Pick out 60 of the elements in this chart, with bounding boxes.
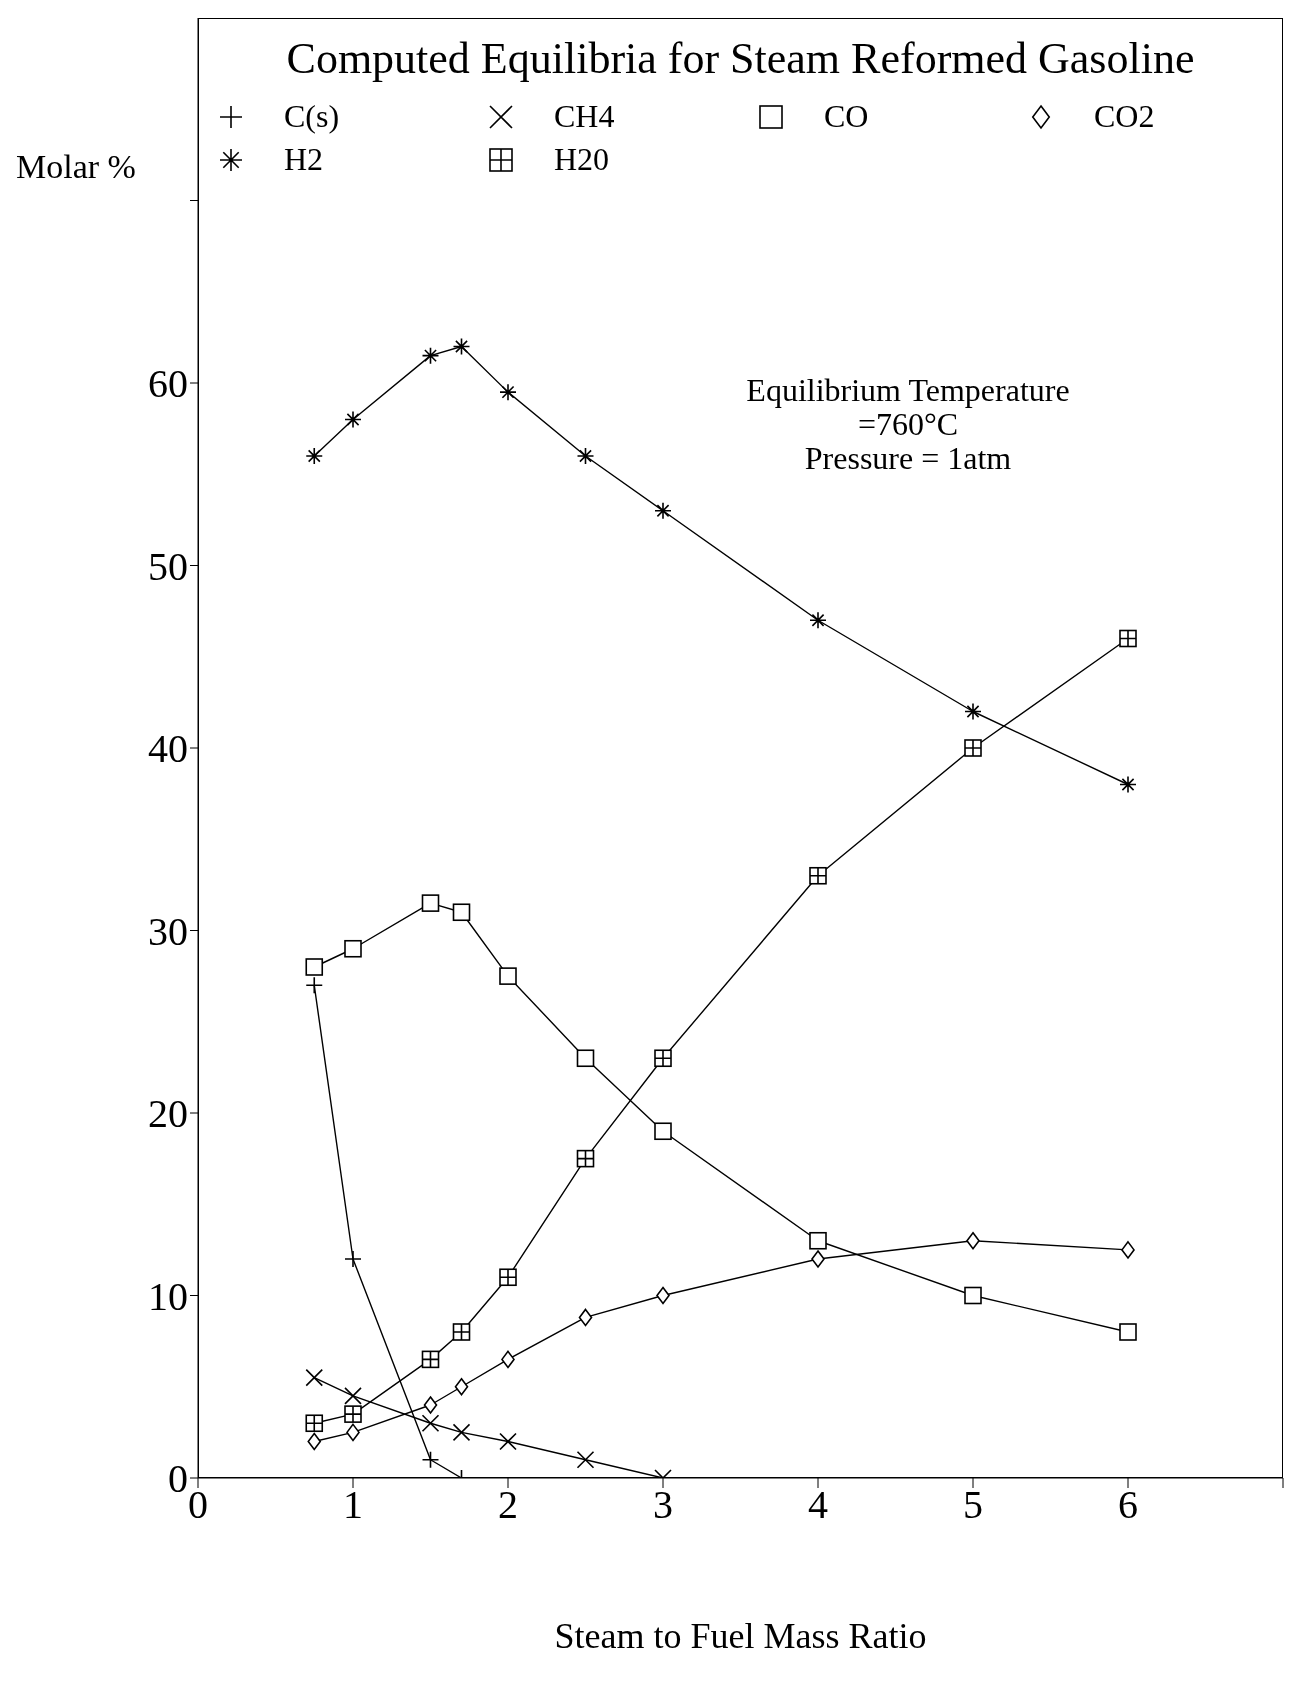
point [499, 967, 517, 985]
point [305, 958, 324, 976]
point [1121, 1241, 1135, 1259]
point [346, 1423, 360, 1442]
point [452, 1423, 471, 1442]
legend-label: CO [824, 98, 869, 135]
x-tick-label: 6 [1118, 1482, 1138, 1528]
point [654, 1122, 672, 1141]
legend-label: H2 [284, 141, 324, 178]
point [809, 1231, 827, 1250]
annotation: Equilibrium Temperature [745, 372, 1071, 408]
x-tick-label: 5 [963, 1482, 983, 1528]
point [966, 1231, 980, 1250]
legend-label: C(s) [284, 98, 340, 135]
point [452, 903, 471, 922]
y-tick-label: 50 [148, 543, 188, 589]
point [656, 1286, 670, 1305]
x-tick-label: 2 [498, 1482, 518, 1528]
point [501, 1350, 515, 1369]
point [344, 939, 362, 958]
point [307, 1432, 322, 1451]
y-tick-label: 40 [148, 726, 188, 772]
point [305, 447, 324, 465]
point [576, 447, 595, 465]
point [499, 383, 517, 401]
point [1119, 1323, 1137, 1341]
y-tick-label: 30 [148, 908, 188, 954]
point [305, 1368, 324, 1387]
y-axis-title: Molar % [16, 148, 136, 186]
point [421, 346, 440, 365]
y-tick-label: 60 [148, 361, 188, 407]
chart-title: Computed Equilibria for Steam Reformed Gasoline [285, 33, 1196, 84]
point [499, 1432, 517, 1451]
x-tick-label: 3 [653, 1482, 673, 1528]
legend-label: CH4 [554, 98, 615, 135]
point [576, 1450, 595, 1469]
point [811, 1250, 825, 1268]
y-tick-label: 20 [148, 1091, 188, 1137]
y-tick-label: 10 [148, 1273, 188, 1319]
point [454, 1377, 469, 1396]
point [452, 337, 471, 356]
legend-label: H20 [554, 141, 610, 178]
x-tick-label: 4 [808, 1482, 828, 1528]
legend-label: CO2 [1094, 98, 1155, 135]
point [421, 894, 440, 912]
point [576, 1049, 595, 1068]
point [809, 611, 827, 630]
point [964, 702, 982, 721]
point [964, 1286, 982, 1305]
point [344, 1387, 362, 1405]
point [423, 1396, 438, 1414]
point [344, 410, 362, 429]
annotation: =760°C [857, 406, 959, 442]
point [1119, 775, 1137, 794]
point [578, 1308, 593, 1327]
annotation: Pressure = 1atm [803, 440, 1013, 476]
point [654, 501, 672, 520]
x-axis-title: Steam to Fuel Mass Ratio [554, 1616, 927, 1656]
x-tick-label: 1 [343, 1482, 363, 1528]
point [421, 1414, 440, 1433]
